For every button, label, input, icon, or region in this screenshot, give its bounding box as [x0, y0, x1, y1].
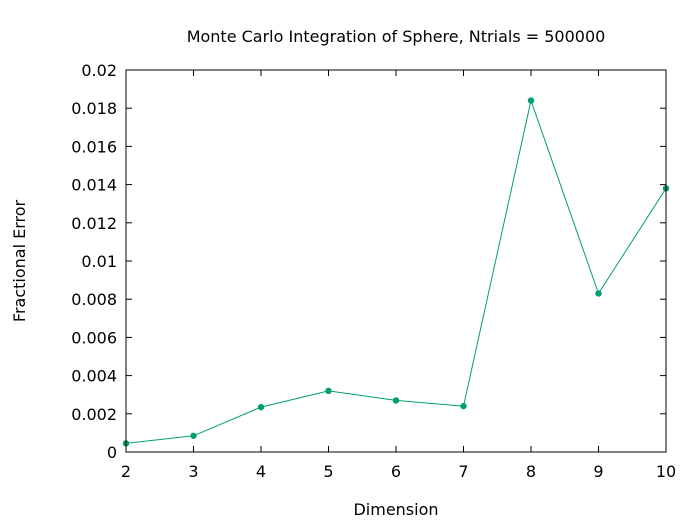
y-tick-label: 0.002 [71, 405, 117, 424]
data-point [325, 387, 332, 395]
y-tick-label: 0.016 [71, 137, 117, 156]
y-tick-label: 0.018 [71, 99, 117, 118]
data-point [595, 290, 602, 297]
data-point [460, 402, 467, 410]
y-tick-label: 0.006 [71, 328, 117, 347]
y-tick-label: 0.012 [71, 214, 117, 233]
y-ticks: 0 0.002 0.004 0.006 0.008 0.01 0.012 0.014 0.016… [71, 61, 666, 462]
x-tick-label: 8 [526, 462, 536, 481]
y-axis-label: Fractional Error [10, 199, 29, 322]
y-tick-label: 0 [107, 443, 117, 462]
x-tick-label: 2 [121, 462, 131, 481]
x-ticks: 2 3 4 5 6 7 8 9 10 [121, 70, 676, 481]
data-point [257, 403, 265, 411]
x-tick-label: 4 [256, 462, 266, 481]
y-tick-label: 0.01 [81, 252, 117, 271]
series-line [125, 98, 667, 444]
data-point [392, 397, 400, 404]
x-tick-label: 5 [323, 462, 333, 481]
y-tick-label: 0.02 [81, 61, 117, 80]
data-point [190, 432, 197, 439]
y-tick-label: 0.004 [71, 367, 117, 386]
data-point [527, 97, 535, 104]
x-tick-label: 3 [188, 462, 198, 481]
x-tick-label: 7 [458, 462, 468, 481]
x-tick-label: 6 [391, 462, 401, 481]
x-axis-label: Dimension [353, 500, 438, 519]
plot-frame [125, 69, 667, 453]
y-tick-label: 0.008 [71, 290, 117, 309]
y-tick-label: 0.014 [71, 176, 117, 195]
chart-title: Monte Carlo Integration of Sphere, Ntria… [187, 27, 606, 46]
x-tick-label: 9 [593, 462, 603, 481]
series-layer [122, 97, 670, 447]
x-tick-label: 10 [656, 462, 676, 481]
